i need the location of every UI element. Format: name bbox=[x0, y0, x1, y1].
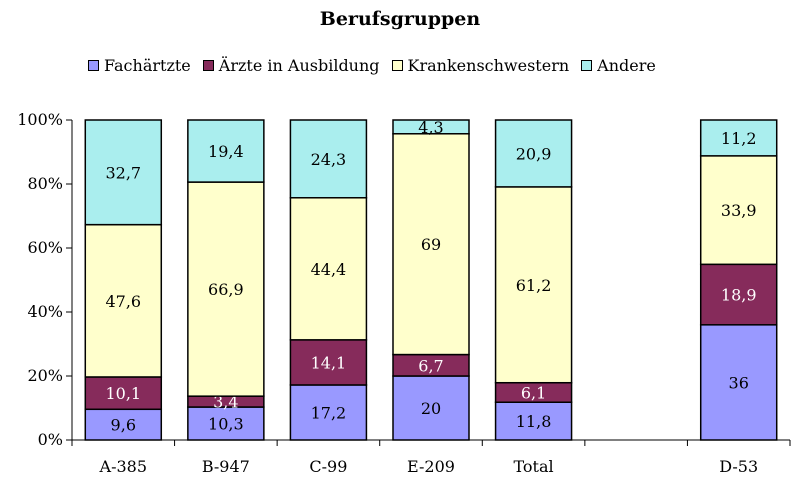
data-label: 33,9 bbox=[721, 201, 757, 220]
bar-segment bbox=[699, 324, 778, 441]
legend-label-krankenschwestern: Krankenschwestern bbox=[407, 55, 570, 75]
data-label: 61,2 bbox=[516, 276, 552, 295]
y-tick-label: 60% bbox=[27, 238, 63, 257]
bar-segment bbox=[187, 181, 265, 397]
data-label: 14,1 bbox=[311, 353, 347, 372]
data-label: 69 bbox=[421, 235, 441, 254]
data-label: 6,7 bbox=[418, 356, 443, 375]
y-tick-label: 0% bbox=[38, 430, 63, 449]
x-tick-label: A-385 bbox=[99, 457, 148, 476]
chart-title: Berufsgruppen bbox=[319, 8, 481, 30]
bar-segment bbox=[494, 186, 573, 384]
bar-segment bbox=[289, 119, 368, 199]
x-tick-label: Total bbox=[513, 457, 553, 476]
data-label: 6,1 bbox=[521, 383, 546, 402]
bar-segment bbox=[699, 263, 778, 326]
data-label: 24,3 bbox=[311, 150, 347, 169]
bar-segment bbox=[699, 155, 778, 266]
x-tick-label: B-947 bbox=[202, 457, 250, 476]
data-label: 36 bbox=[729, 373, 749, 392]
legend: Fachärtzte Ärzte in Ausbildung Krankensc… bbox=[88, 54, 668, 76]
legend-item-aerzte-in-ausbildung: Ärzte in Ausbildung bbox=[202, 55, 380, 75]
y-tick-label: 20% bbox=[27, 366, 63, 385]
bar-segment bbox=[289, 339, 368, 386]
y-tick-label: 100% bbox=[17, 110, 63, 129]
x-tick-label: E-209 bbox=[407, 457, 455, 476]
data-label: 10,3 bbox=[208, 415, 244, 434]
bar-segment bbox=[187, 119, 265, 183]
bar-segment bbox=[84, 223, 163, 378]
legend-swatch-krankenschwestern bbox=[391, 59, 403, 71]
data-label: 66,9 bbox=[208, 280, 244, 299]
data-label: 9,6 bbox=[111, 416, 136, 435]
legend-label-andere: Andere bbox=[597, 55, 656, 75]
legend-swatch-andere bbox=[581, 59, 593, 71]
x-tick-label: D-53 bbox=[719, 457, 758, 476]
data-label: 10,1 bbox=[105, 384, 141, 403]
y-tick-label: 40% bbox=[27, 302, 63, 321]
bar-segment bbox=[699, 119, 778, 157]
y-tick-label: 80% bbox=[27, 174, 63, 193]
legend-swatch-aerzte-in-ausbildung bbox=[202, 59, 214, 71]
data-label: 17,2 bbox=[311, 403, 347, 422]
bar-segment bbox=[494, 119, 573, 188]
data-label: 47,6 bbox=[105, 292, 141, 311]
legend-label-aerzte-in-ausbildung: Ärzte in Ausbildung bbox=[218, 55, 380, 75]
data-label: 11,2 bbox=[721, 129, 757, 148]
x-tick-label: C-99 bbox=[309, 457, 347, 476]
data-label: 44,4 bbox=[311, 260, 347, 279]
data-label: 32,7 bbox=[105, 163, 141, 182]
data-label: 4,3 bbox=[418, 118, 443, 137]
bar-segment bbox=[392, 119, 470, 135]
legend-label-fachaertzte: Fachärtzte bbox=[104, 55, 191, 75]
bar-segment bbox=[84, 119, 163, 226]
data-label: 18,9 bbox=[721, 286, 757, 305]
data-label: 19,4 bbox=[208, 142, 244, 161]
bar-segment bbox=[84, 376, 163, 411]
bar-segment bbox=[289, 384, 368, 441]
data-label: 11,8 bbox=[516, 412, 552, 431]
data-label: 3,4 bbox=[213, 393, 238, 412]
bar-segment bbox=[392, 133, 470, 356]
bar-segment bbox=[289, 197, 368, 341]
legend-item-fachaertzte: Fachärtzte bbox=[88, 56, 191, 75]
legend-item-andere: Andere bbox=[581, 56, 656, 75]
bar-segment bbox=[392, 375, 470, 441]
data-label: 20,9 bbox=[516, 144, 552, 163]
legend-swatch-fachaertzte bbox=[88, 59, 99, 71]
data-label: 20 bbox=[421, 399, 441, 418]
legend-item-krankenschwestern: Krankenschwestern bbox=[391, 55, 570, 75]
